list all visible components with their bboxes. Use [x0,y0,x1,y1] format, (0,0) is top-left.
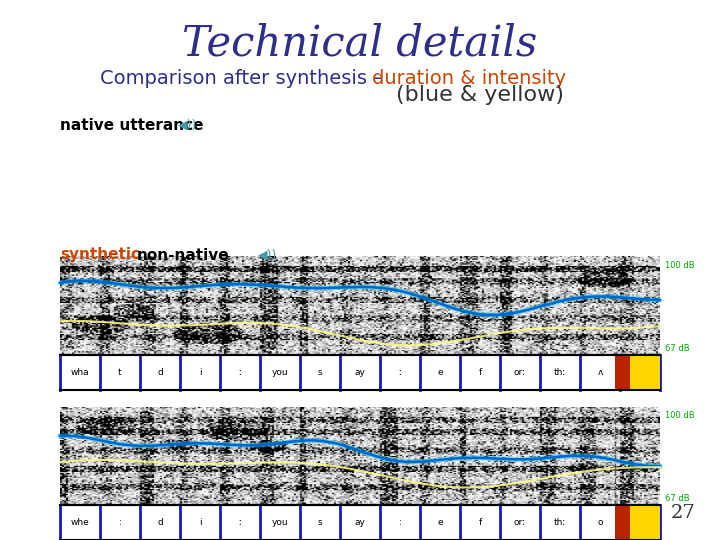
Text: whe: whe [71,518,89,527]
Text: ː: ː [238,518,241,527]
Text: you: you [271,518,288,527]
Bar [630,505,660,540]
Text: e: e [437,518,443,527]
Text: ː: ː [398,368,402,377]
Text: s: s [318,518,323,527]
Text: ay: ay [354,518,366,527]
Text: ◀)): ◀)) [258,248,277,261]
Text: 100 dB: 100 dB [665,261,695,270]
Text: s: s [318,368,323,377]
Text: ː: ː [238,368,241,377]
Text: t: t [638,368,642,377]
Text: thː: thː [554,518,566,527]
Text: duration & intensity: duration & intensity [372,69,566,87]
Text: t: t [118,368,122,377]
Text: o: o [598,518,603,527]
Text: 67 dB: 67 dB [665,344,690,353]
Text: e: e [437,368,443,377]
Text: d: d [157,518,163,527]
Text: t: t [638,518,642,527]
Text: non-native: non-native [137,247,230,262]
Text: :: : [119,518,122,527]
Text: :: : [399,518,402,527]
Text: thː: thː [554,368,566,377]
Text: i: i [199,368,202,377]
Text: i: i [199,518,202,527]
Text: f: f [478,518,482,527]
Bar [630,355,660,390]
Text: Technical details: Technical details [182,22,538,64]
Text: ay: ay [354,368,366,377]
Bar [615,505,630,540]
Text: 67 dB: 67 dB [665,494,690,503]
Text: (blue & yellow): (blue & yellow) [396,85,564,105]
Text: ◀)): ◀)) [178,118,197,132]
Text: wha: wha [71,368,89,377]
Text: ʌ: ʌ [598,368,603,377]
Text: orː: orː [514,518,526,527]
Bar [60,355,660,390]
Text: 100 dB: 100 dB [665,411,695,420]
Text: you: you [271,368,288,377]
Text: native utterance: native utterance [60,118,204,132]
Text: 27: 27 [670,504,695,522]
Text: synthetic: synthetic [60,247,140,262]
Text: f: f [478,368,482,377]
Text: d: d [157,368,163,377]
Bar [615,355,630,390]
Bar [60,505,660,540]
Text: orː: orː [514,368,526,377]
Text: Comparison after synthesis –: Comparison after synthesis – [100,69,390,87]
